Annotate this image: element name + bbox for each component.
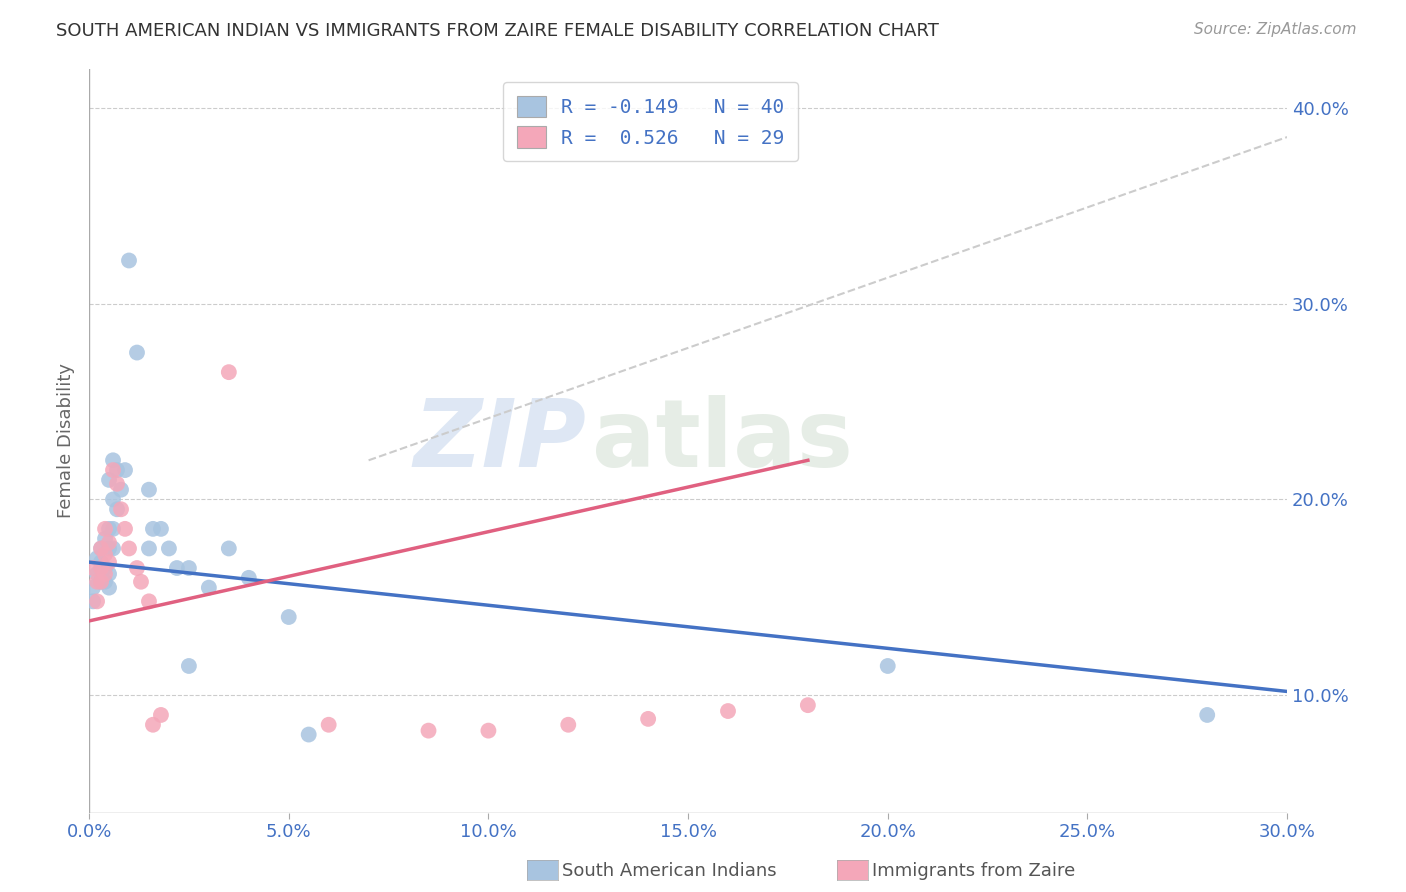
Point xyxy=(717,704,740,718)
Point xyxy=(138,483,160,497)
Point xyxy=(118,541,141,556)
Point xyxy=(86,594,108,608)
Point xyxy=(98,581,121,595)
Point xyxy=(86,574,108,589)
Point xyxy=(418,723,440,738)
Point xyxy=(157,541,180,556)
Point xyxy=(94,532,117,546)
Point xyxy=(101,453,124,467)
Text: Source: ZipAtlas.com: Source: ZipAtlas.com xyxy=(1194,22,1357,37)
Point xyxy=(477,723,499,738)
Point xyxy=(98,473,121,487)
Point xyxy=(557,718,579,732)
Point xyxy=(110,502,132,516)
Point xyxy=(98,566,121,581)
Point xyxy=(1197,708,1219,723)
Point xyxy=(105,463,128,477)
Point xyxy=(218,365,240,379)
Point xyxy=(129,574,152,589)
Point xyxy=(114,463,136,477)
Point xyxy=(90,541,112,556)
Point xyxy=(105,502,128,516)
Point xyxy=(82,594,104,608)
Point xyxy=(86,551,108,566)
Point xyxy=(101,522,124,536)
Point xyxy=(876,659,898,673)
Point xyxy=(94,547,117,561)
Point xyxy=(94,561,117,575)
Point xyxy=(277,610,299,624)
Point xyxy=(101,492,124,507)
Point xyxy=(82,581,104,595)
Point xyxy=(177,561,200,575)
Text: SOUTH AMERICAN INDIAN VS IMMIGRANTS FROM ZAIRE FEMALE DISABILITY CORRELATION CHA: SOUTH AMERICAN INDIAN VS IMMIGRANTS FROM… xyxy=(56,22,939,40)
Point xyxy=(90,561,112,575)
Legend: R = -0.149   N = 40, R =  0.526   N = 29: R = -0.149 N = 40, R = 0.526 N = 29 xyxy=(503,82,799,161)
Point xyxy=(149,522,172,536)
Point xyxy=(198,581,221,595)
Text: Immigrants from Zaire: Immigrants from Zaire xyxy=(872,862,1076,880)
Point xyxy=(90,574,112,589)
Point xyxy=(90,555,112,569)
Point xyxy=(218,541,240,556)
Point xyxy=(114,522,136,536)
Point xyxy=(98,535,121,549)
Point xyxy=(82,561,104,575)
Point xyxy=(238,571,260,585)
Y-axis label: Female Disability: Female Disability xyxy=(58,363,75,518)
Text: ZIP: ZIP xyxy=(413,395,586,487)
Point xyxy=(125,561,148,575)
Point xyxy=(90,541,112,556)
Point xyxy=(138,594,160,608)
Point xyxy=(125,345,148,359)
Point xyxy=(105,476,128,491)
Point xyxy=(166,561,188,575)
Point xyxy=(142,718,165,732)
Point xyxy=(637,712,659,726)
Point xyxy=(318,718,340,732)
Point xyxy=(94,566,117,581)
Point xyxy=(149,708,172,723)
Text: South American Indians: South American Indians xyxy=(562,862,778,880)
Point xyxy=(138,541,160,556)
Point xyxy=(98,522,121,536)
Point xyxy=(110,483,132,497)
Point xyxy=(797,698,820,713)
Point xyxy=(101,463,124,477)
Point xyxy=(177,659,200,673)
Text: atlas: atlas xyxy=(592,395,853,487)
Point xyxy=(298,727,321,741)
Point xyxy=(94,574,117,589)
Point xyxy=(101,541,124,556)
Point xyxy=(90,574,112,589)
Point xyxy=(98,555,121,569)
Point xyxy=(98,541,121,556)
Point xyxy=(118,253,141,268)
Point xyxy=(94,522,117,536)
Point xyxy=(142,522,165,536)
Point xyxy=(86,566,108,581)
